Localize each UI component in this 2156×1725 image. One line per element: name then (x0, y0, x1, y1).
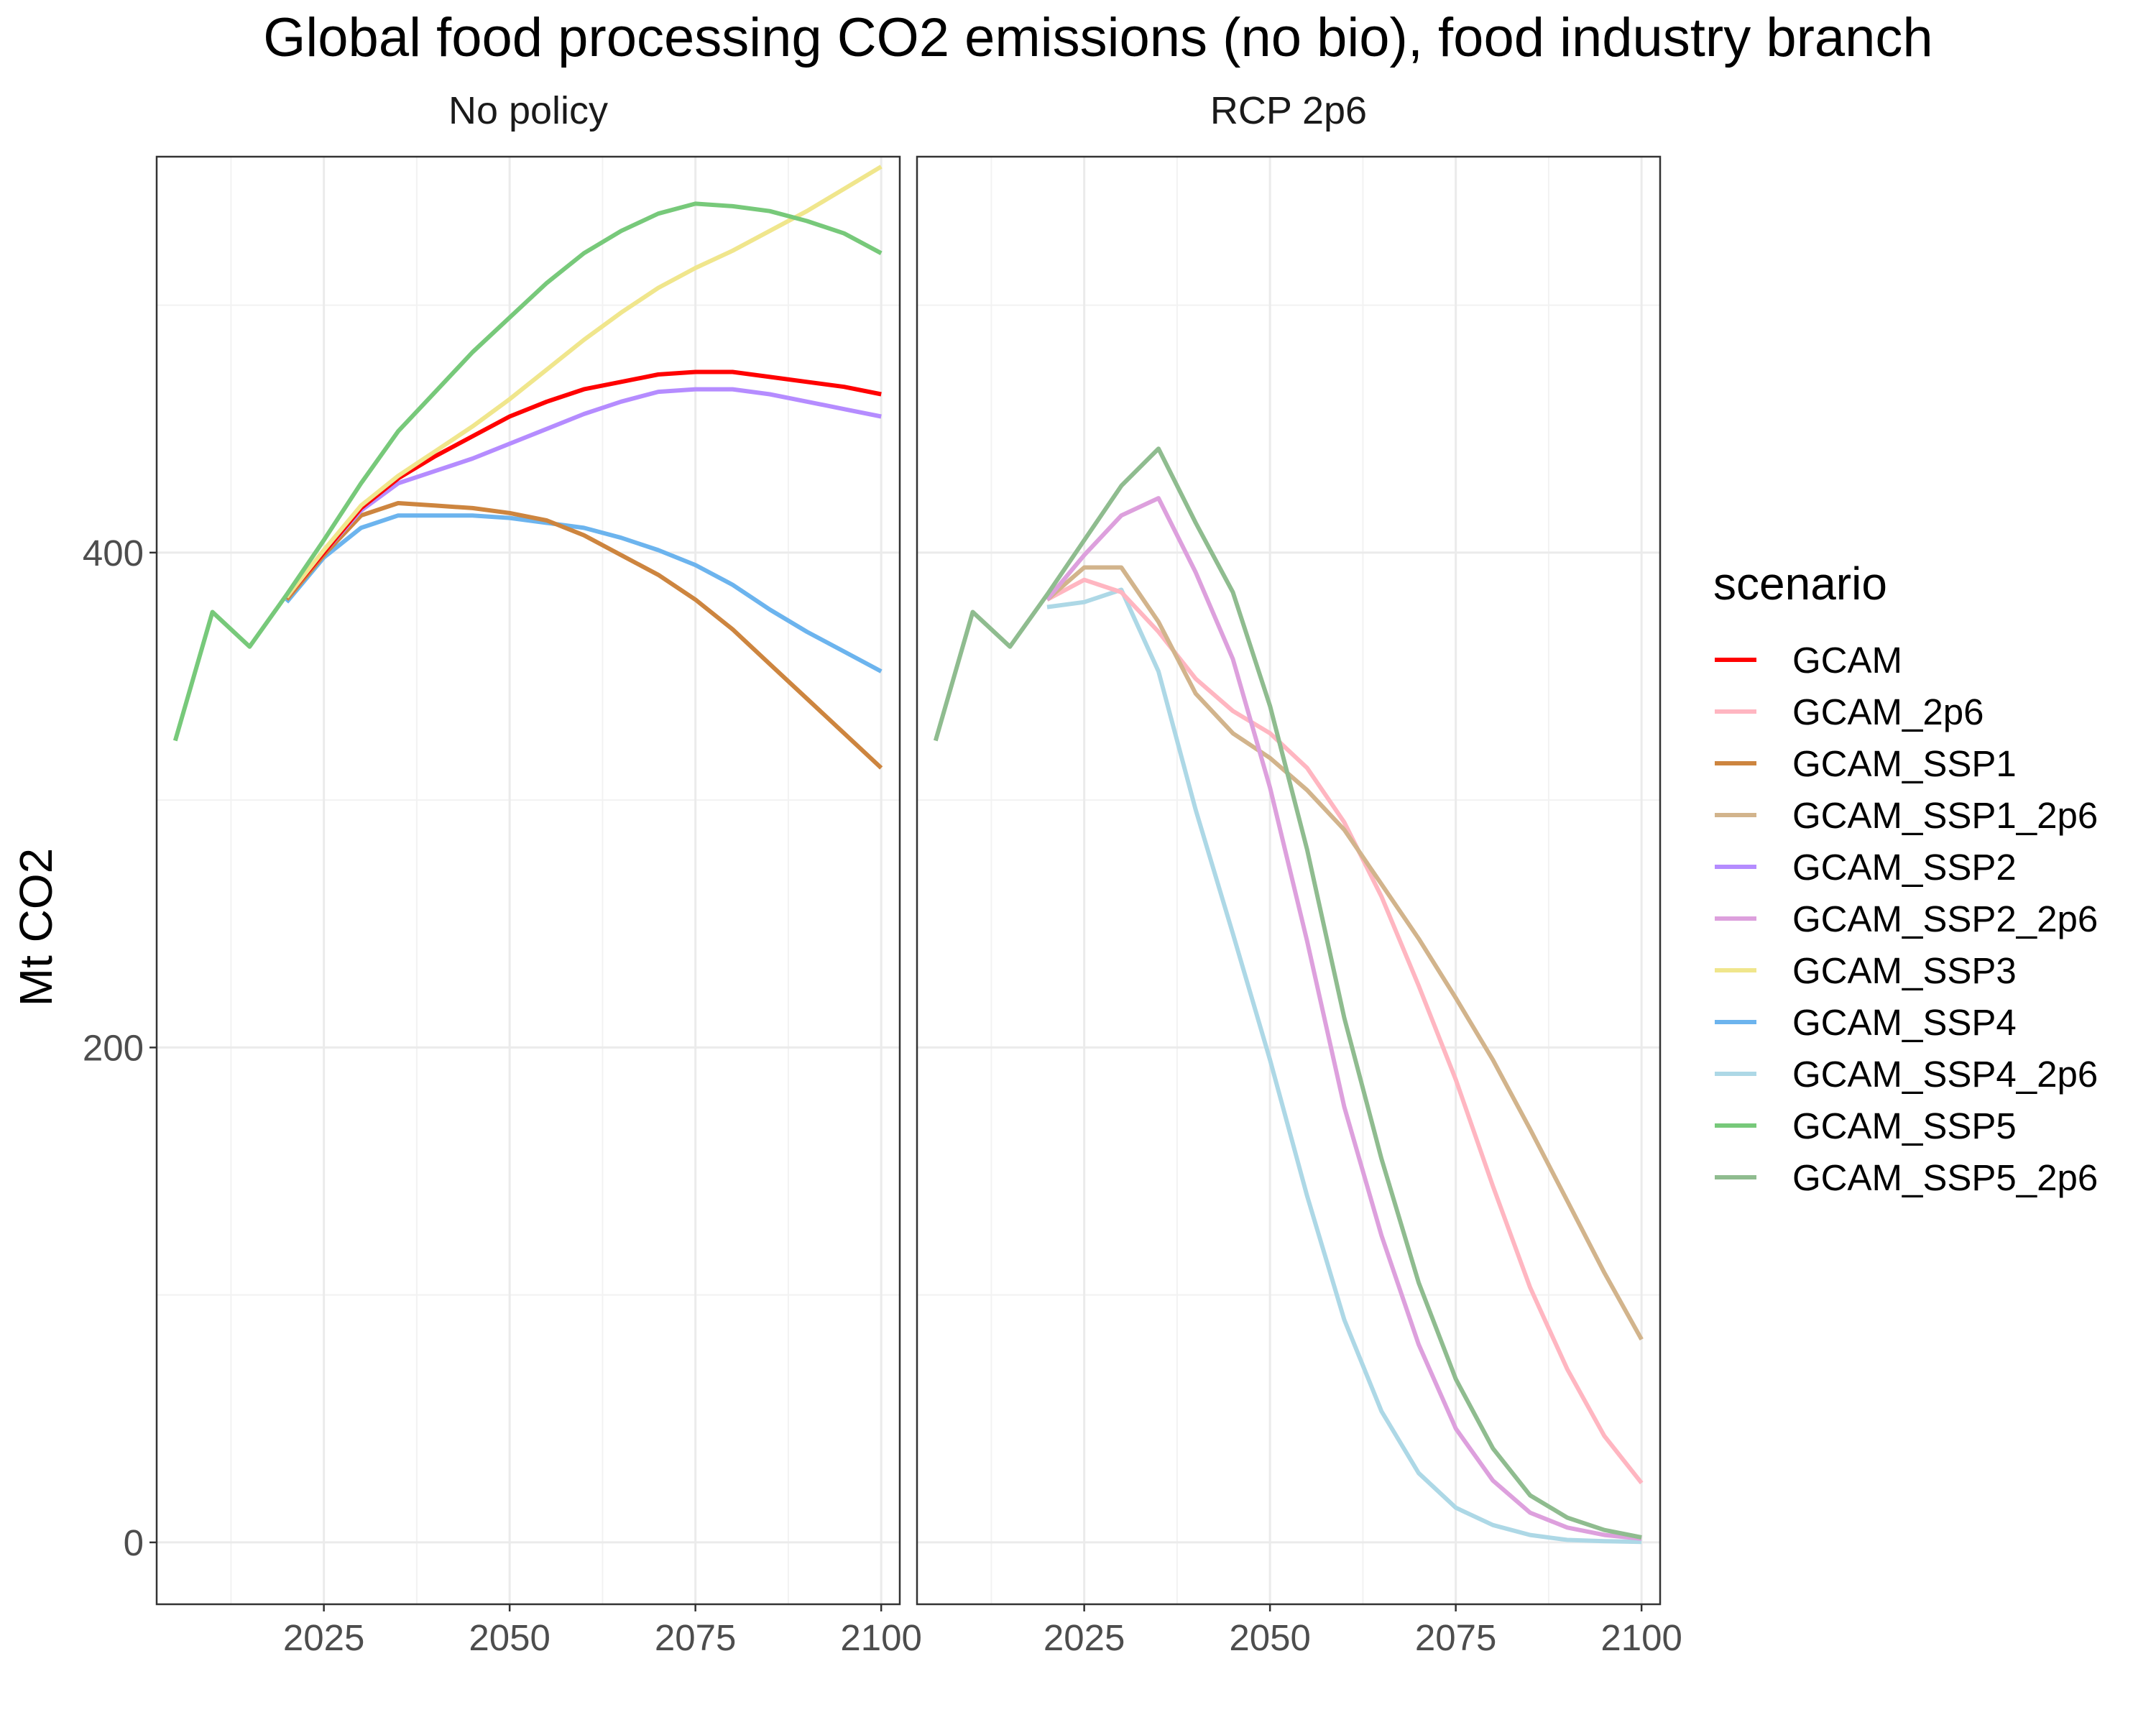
x-tick-label: 2025 (283, 1617, 364, 1658)
panel-strip-label: RCP 2p6 (1210, 89, 1367, 132)
x-tick-label: 2025 (1044, 1617, 1125, 1658)
legend-item: GCAM_SSP2 (1715, 847, 2017, 888)
legend-item: GCAM_SSP3 (1715, 950, 2017, 991)
legend-label: GCAM_SSP4 (1792, 1002, 2017, 1043)
legend-item: GCAM_SSP1_2p6 (1715, 795, 2098, 836)
legend-label: GCAM_SSP1 (1792, 743, 2017, 784)
x-tick-label: 2075 (655, 1617, 736, 1658)
chart-title: Global food processing CO2 emissions (no… (263, 7, 1932, 68)
series-line-gcam-ssp4-2p6 (1046, 587, 1642, 1545)
legend-label: GCAM_SSP5_2p6 (1792, 1157, 2098, 1198)
series-line-gcam-ssp5-2p6 (933, 446, 1642, 1540)
legend-item: GCAM_SSP5 (1715, 1105, 2017, 1146)
legend-item: GCAM_SSP2_2p6 (1715, 898, 2098, 939)
y-tick-label: 0 (124, 1522, 144, 1563)
panel-strip-label: No policy (448, 89, 608, 132)
y-tick-label: 200 (83, 1027, 144, 1068)
panel-2: RCP 2p6 2025 2050 2075 2100 (916, 89, 1682, 1658)
panel-border (155, 155, 901, 1606)
legend-item: GCAM_SSP4_2p6 (1715, 1054, 2098, 1095)
legend: scenario GCAM GCAM_2p6 GCAM_SSP1 GCAM_SSP1_… (1713, 558, 2098, 1198)
legend-item: GCAM (1715, 640, 1902, 681)
panel-border (916, 155, 1662, 1606)
panels: No policy 2025 2050 2075 2100 0 200 400 RCP 2p6 2… (83, 89, 1682, 1658)
series-line-gcam-ssp2 (285, 387, 882, 599)
legend-item: GCAM_SSP1 (1715, 743, 2017, 784)
x-tick-label: 2100 (1600, 1617, 1682, 1658)
legend-label: GCAM_2p6 (1792, 691, 1984, 732)
series-line-gcam-2p6 (1046, 577, 1644, 1485)
series-line-gcam-ssp4 (285, 513, 883, 673)
legend-label: GCAM_SSP4_2p6 (1792, 1054, 2098, 1095)
legend-label: GCAM_SSP2_2p6 (1792, 898, 2098, 939)
series-line-gcam-ssp1-2p6 (1046, 565, 1644, 1341)
legend-label: GCAM_SSP1_2p6 (1792, 795, 2098, 836)
x-tick-label: 2075 (1415, 1617, 1496, 1658)
legend-label: GCAM_SSP3 (1792, 950, 2017, 991)
legend-item: GCAM_SSP4 (1715, 1002, 2017, 1043)
series-line-gcam-ssp5 (172, 201, 883, 742)
y-tick-label: 400 (83, 533, 144, 574)
legend-item: GCAM_SSP5_2p6 (1715, 1157, 2098, 1198)
series-line-gcam-ssp3 (285, 165, 883, 599)
x-tick-label: 2050 (469, 1617, 550, 1658)
x-tick-label: 2100 (840, 1617, 921, 1658)
panel-1: No policy 2025 2050 2075 2100 0 200 400 (83, 89, 922, 1658)
series-line-gcam-ssp1 (285, 501, 883, 770)
legend-item: GCAM_2p6 (1715, 691, 1984, 732)
series-line-gcam-ssp2-2p6 (1045, 496, 1642, 1541)
legend-title: scenario (1713, 558, 1887, 610)
legend-label: GCAM_SSP5 (1792, 1105, 2017, 1146)
legend-label: GCAM_SSP2 (1792, 847, 2017, 888)
legend-items: GCAM GCAM_2p6 GCAM_SSP1 GCAM_SSP1_2p6 GCAM_S… (1715, 640, 2098, 1198)
legend-label: GCAM (1792, 640, 1902, 681)
y-axis-label: Mt CO2 (10, 848, 62, 1006)
x-tick-label: 2050 (1229, 1617, 1310, 1658)
